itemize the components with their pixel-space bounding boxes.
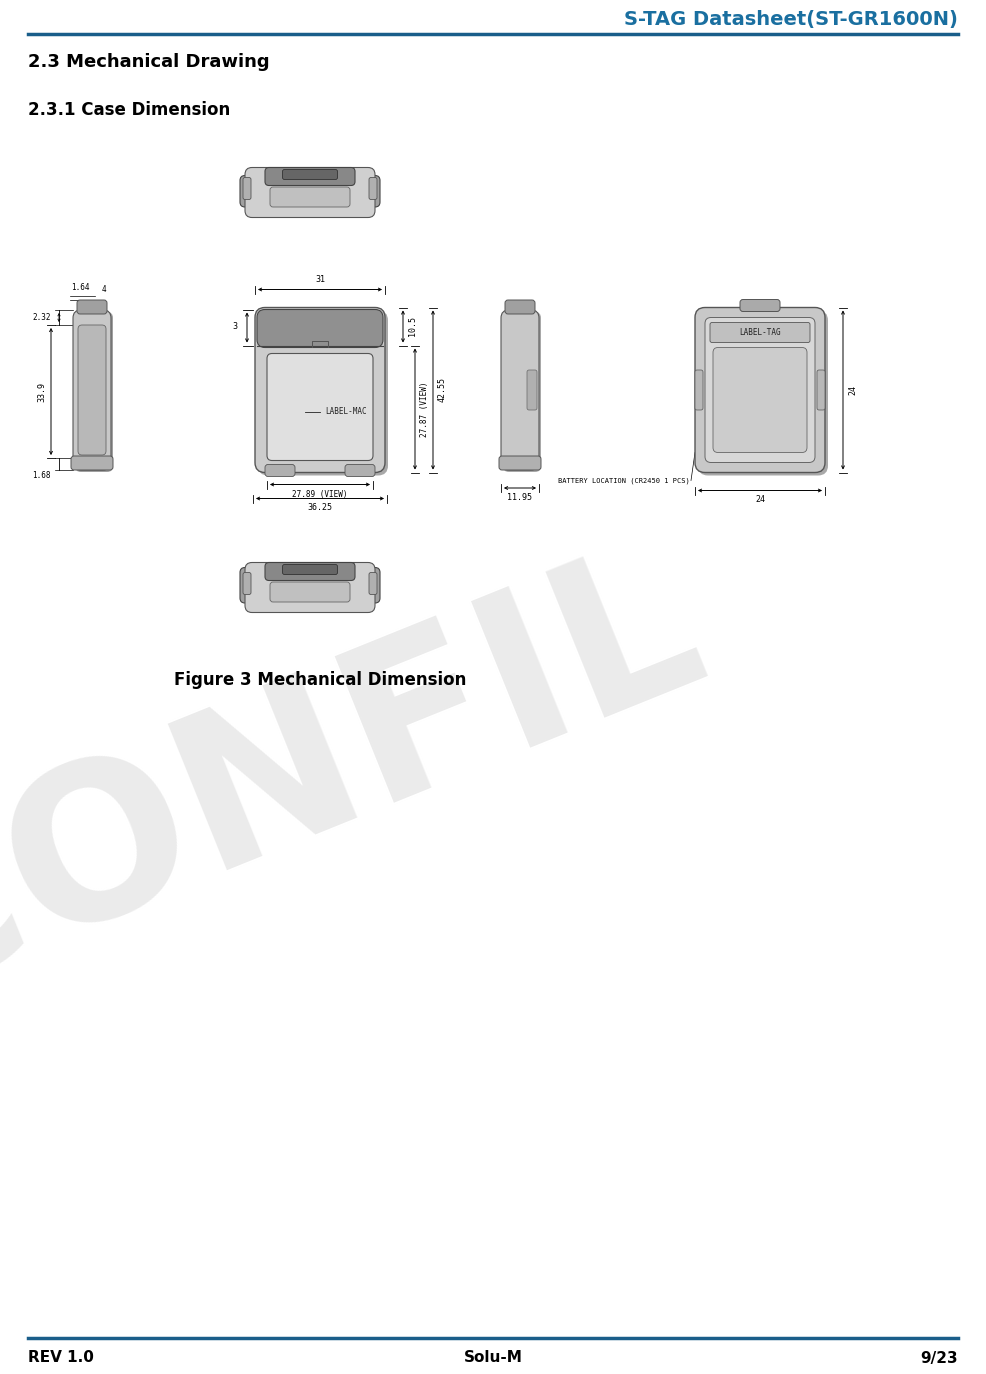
- FancyBboxPatch shape: [258, 311, 388, 475]
- FancyBboxPatch shape: [265, 168, 355, 185]
- Text: 10.5: 10.5: [408, 316, 417, 337]
- Text: CONFIL: CONFIL: [0, 517, 730, 1043]
- Text: 3: 3: [233, 322, 238, 331]
- FancyBboxPatch shape: [817, 370, 825, 409]
- Text: 9/23: 9/23: [920, 1351, 958, 1366]
- FancyBboxPatch shape: [77, 300, 107, 315]
- FancyBboxPatch shape: [695, 370, 703, 409]
- Text: 24: 24: [755, 496, 765, 504]
- FancyBboxPatch shape: [505, 300, 535, 315]
- FancyBboxPatch shape: [255, 308, 385, 473]
- FancyBboxPatch shape: [243, 177, 251, 199]
- FancyBboxPatch shape: [245, 168, 375, 217]
- FancyBboxPatch shape: [345, 464, 375, 477]
- Text: 11.95: 11.95: [508, 493, 532, 502]
- Text: 31: 31: [315, 276, 325, 284]
- FancyBboxPatch shape: [369, 573, 377, 595]
- FancyBboxPatch shape: [270, 583, 350, 602]
- FancyBboxPatch shape: [695, 308, 825, 473]
- Text: Solu-M: Solu-M: [463, 1351, 523, 1366]
- Text: 42.55: 42.55: [438, 378, 447, 403]
- Text: 2.3 Mechanical Drawing: 2.3 Mechanical Drawing: [28, 54, 269, 71]
- FancyBboxPatch shape: [240, 567, 380, 603]
- FancyBboxPatch shape: [257, 309, 383, 348]
- Text: Figure 3 Mechanical Dimension: Figure 3 Mechanical Dimension: [174, 671, 466, 688]
- Text: 2.3.1 Case Dimension: 2.3.1 Case Dimension: [28, 102, 231, 120]
- Text: 24: 24: [848, 385, 857, 394]
- Text: 2.32: 2.32: [33, 313, 51, 323]
- FancyBboxPatch shape: [503, 312, 541, 473]
- FancyBboxPatch shape: [283, 565, 337, 574]
- FancyBboxPatch shape: [245, 562, 375, 613]
- Text: 4: 4: [102, 286, 106, 294]
- FancyBboxPatch shape: [71, 456, 113, 470]
- Text: 1.68: 1.68: [33, 470, 51, 480]
- Text: 27.87 (VIEW): 27.87 (VIEW): [420, 381, 429, 437]
- Text: LABEL-TAG: LABEL-TAG: [740, 328, 781, 337]
- FancyBboxPatch shape: [501, 311, 539, 470]
- FancyBboxPatch shape: [499, 456, 541, 470]
- FancyBboxPatch shape: [78, 326, 106, 455]
- FancyBboxPatch shape: [243, 573, 251, 595]
- FancyBboxPatch shape: [713, 348, 807, 452]
- FancyBboxPatch shape: [705, 317, 815, 463]
- Text: BATTERY LOCATION (CR2450 1 PCS): BATTERY LOCATION (CR2450 1 PCS): [558, 477, 690, 484]
- FancyBboxPatch shape: [265, 464, 295, 477]
- FancyBboxPatch shape: [75, 312, 113, 473]
- FancyBboxPatch shape: [740, 300, 780, 312]
- FancyBboxPatch shape: [369, 177, 377, 199]
- Text: LABEL-MAC: LABEL-MAC: [325, 408, 367, 416]
- FancyBboxPatch shape: [240, 176, 380, 207]
- Text: S-TAG Datasheet(ST-GR1600N): S-TAG Datasheet(ST-GR1600N): [624, 11, 958, 29]
- FancyBboxPatch shape: [698, 311, 828, 475]
- FancyBboxPatch shape: [283, 169, 337, 180]
- FancyBboxPatch shape: [73, 311, 111, 470]
- Text: 33.9: 33.9: [37, 382, 46, 401]
- FancyBboxPatch shape: [265, 562, 355, 580]
- Text: 27.89 (VIEW): 27.89 (VIEW): [292, 489, 348, 499]
- Text: REV 1.0: REV 1.0: [28, 1351, 94, 1366]
- Text: 1.64: 1.64: [72, 283, 90, 293]
- FancyBboxPatch shape: [267, 353, 373, 460]
- FancyBboxPatch shape: [710, 323, 810, 342]
- Text: 36.25: 36.25: [308, 503, 332, 513]
- FancyBboxPatch shape: [527, 370, 537, 409]
- FancyBboxPatch shape: [270, 187, 350, 207]
